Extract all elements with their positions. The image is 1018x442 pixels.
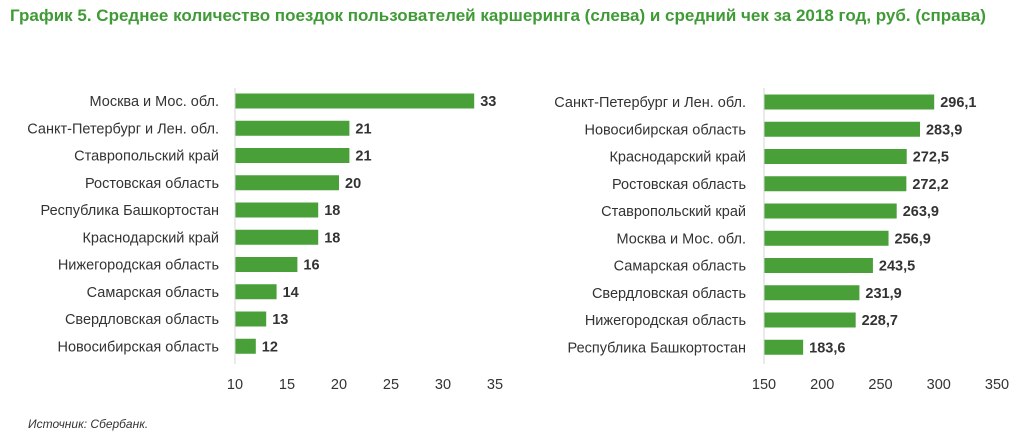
right-bar: [764, 203, 897, 219]
right-bar: [764, 339, 804, 355]
right-value-label: 256,9: [895, 231, 931, 247]
left-value-label: 14: [283, 285, 299, 301]
left-category-label: Нижегородская область: [58, 258, 219, 274]
right-x-tick-label: 350: [985, 377, 1009, 393]
right-value-label: 263,9: [903, 204, 939, 220]
left-value-label: 21: [355, 149, 371, 165]
left-x-tick-label: 10: [227, 377, 243, 393]
right-x-tick-label: 300: [927, 377, 951, 393]
right-value-label: 272,2: [912, 177, 948, 193]
right-bar: [764, 285, 860, 301]
left-category-label: Санкт-Петербург и Лен. обл.: [27, 121, 219, 137]
left-value-label: 18: [324, 230, 340, 246]
left-value-label: 13: [272, 312, 288, 328]
left-bar: [235, 175, 339, 191]
right-bar: [764, 312, 856, 328]
left-bar: [235, 120, 350, 136]
right-bar: [764, 176, 907, 192]
left-value-label: 18: [324, 203, 340, 219]
left-value-label: 21: [355, 121, 371, 137]
right-value-label: 296,1: [940, 95, 976, 111]
right-category-label: Самарская область: [614, 259, 746, 275]
left-category-label: Ставропольский край: [74, 149, 219, 165]
right-category-label: Новосибирская область: [584, 122, 746, 138]
right-value-label: 183,6: [809, 340, 845, 356]
left-category-label: Республика Башкортостан: [41, 203, 219, 219]
right-category-label: Ставропольский край: [601, 204, 746, 220]
source-note: Источник: Сбербанк.: [28, 417, 149, 431]
left-value-label: 12: [262, 339, 278, 355]
left-category-label: Новосибирская область: [57, 339, 219, 355]
left-category-label: Ростовская область: [85, 176, 219, 192]
left-value-label: 33: [480, 94, 496, 110]
right-chart: Санкт-Петербург и Лен. обл. 296,1 Новосиби…: [554, 88, 1009, 393]
left-x-tick-label: 20: [331, 377, 347, 393]
right-category-label: Краснодарский край: [609, 150, 746, 166]
right-value-label: 243,5: [879, 259, 915, 275]
left-x-tick-label: 35: [487, 377, 503, 393]
right-value-label: 228,7: [862, 313, 898, 329]
right-category-label: Ростовская область: [612, 177, 746, 193]
right-x-tick-label: 250: [868, 377, 892, 393]
left-bar: [235, 257, 298, 272]
right-category-label: Республика Башкортостан: [568, 340, 746, 356]
left-bar: [235, 229, 319, 245]
right-x-tick-label: 200: [810, 377, 834, 393]
right-value-label: 231,9: [865, 286, 901, 302]
right-x-tick-label: 150: [752, 377, 776, 393]
left-chart: Москва и Мос. обл. 33 Санкт-Петербург и Ле…: [27, 88, 503, 393]
right-category-label: Нижегородская область: [585, 313, 746, 329]
left-bar: [235, 338, 256, 354]
right-category-label: Санкт-Петербург и Лен. обл.: [554, 95, 746, 111]
left-x-tick-label: 15: [279, 377, 295, 393]
left-category-label: Самарская область: [87, 285, 219, 301]
right-category-label: Свердловская область: [592, 286, 746, 302]
left-x-tick-label: 30: [435, 377, 451, 393]
left-category-label: Москва и Мос. обл.: [90, 94, 219, 110]
right-bar: [764, 94, 935, 110]
left-value-label: 16: [303, 258, 319, 274]
left-bar: [235, 284, 277, 300]
right-bar: [764, 121, 920, 137]
left-bar: [235, 311, 267, 327]
left-category-label: Краснодарский край: [82, 230, 219, 246]
left-bar: [235, 93, 475, 109]
right-bar: [764, 149, 907, 164]
left-value-label: 20: [345, 176, 361, 192]
left-x-tick-label: 25: [383, 377, 399, 393]
right-value-label: 283,9: [926, 122, 962, 138]
left-bar: [235, 202, 319, 218]
right-bar: [764, 258, 873, 273]
chart-title: График 5. Среднее количество поездок пол…: [10, 6, 986, 25]
left-category-label: Свердловская область: [65, 312, 219, 328]
right-value-label: 272,5: [913, 150, 949, 166]
right-category-label: Москва и Мос. обл.: [617, 231, 746, 247]
right-bar: [764, 230, 889, 246]
left-bar: [235, 148, 350, 163]
